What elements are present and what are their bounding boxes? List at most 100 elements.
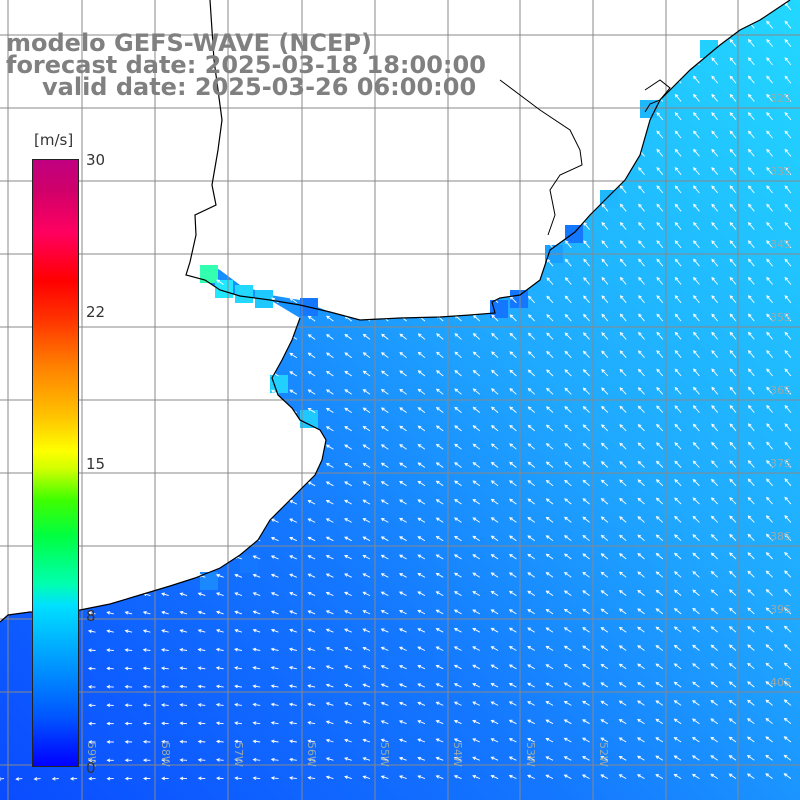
wind-arrow xyxy=(417,333,426,340)
wind-arrow xyxy=(399,352,407,359)
ocean-cell xyxy=(240,555,258,573)
wind-arrow xyxy=(435,701,444,706)
wind-arrow xyxy=(655,552,664,560)
wind-arrow xyxy=(325,426,334,432)
wind-arrow xyxy=(655,497,664,505)
wind-arrow xyxy=(747,295,755,304)
wind-arrow xyxy=(234,776,242,781)
wind-arrow xyxy=(766,258,773,267)
wind-arrow xyxy=(783,736,792,743)
wind-arrow xyxy=(619,460,627,468)
wind-arrow xyxy=(729,57,737,66)
wind-arrow xyxy=(747,441,755,450)
wind-arrow xyxy=(619,387,627,395)
wind-arrow xyxy=(618,645,627,651)
wind-arrow xyxy=(325,757,334,761)
wind-arrow xyxy=(638,295,645,304)
wind-arrow xyxy=(674,221,682,230)
wind-arrow xyxy=(88,758,96,763)
wind-arrow xyxy=(142,684,151,689)
wind-arrow xyxy=(674,258,682,267)
wind-arrow xyxy=(472,517,481,523)
wind-arrow xyxy=(637,534,645,542)
wind-arrow xyxy=(325,407,334,413)
wind-arrow xyxy=(106,666,114,671)
wind-arrow xyxy=(710,552,719,560)
wind-arrow xyxy=(563,645,572,651)
wind-arrow xyxy=(711,368,719,377)
wind-arrow xyxy=(179,739,188,744)
wind-arrow xyxy=(344,573,352,578)
wind-arrow xyxy=(252,684,261,689)
wind-arrow xyxy=(106,629,114,634)
wind-arrow xyxy=(307,518,316,523)
wind-arrow xyxy=(638,313,645,322)
wind-arrow xyxy=(472,756,480,761)
wind-arrow xyxy=(784,148,792,157)
wind-arrow xyxy=(106,776,114,781)
wind-arrow xyxy=(638,221,645,230)
wind-arrow xyxy=(693,93,700,102)
wind-arrow xyxy=(325,738,334,743)
wind-arrow xyxy=(472,572,481,578)
wind-arrow xyxy=(325,444,334,450)
wind-arrow xyxy=(307,647,316,652)
wind-arrow xyxy=(582,387,590,395)
wind-arrow xyxy=(729,148,737,157)
wind-arrow xyxy=(490,627,499,633)
wind-arrow xyxy=(399,370,407,377)
wind-arrow xyxy=(270,776,279,780)
wind-arrow xyxy=(527,774,535,780)
wind-arrow xyxy=(362,518,371,523)
wind-arrow xyxy=(289,739,297,744)
wind-arrow xyxy=(637,645,645,651)
wind-arrow xyxy=(693,295,700,304)
wind-arrow xyxy=(398,665,407,670)
wind-arrow xyxy=(197,758,206,762)
wind-arrow xyxy=(124,684,133,689)
wind-arrow xyxy=(746,755,755,761)
wind-arrow xyxy=(380,536,389,542)
wind-arrow xyxy=(215,647,224,652)
wind-arrow xyxy=(344,352,352,359)
wind-arrow xyxy=(637,553,645,560)
wind-arrow xyxy=(453,683,462,688)
wind-arrow xyxy=(747,681,755,688)
wind-arrow xyxy=(765,736,773,743)
wind-arrow xyxy=(546,295,554,304)
wind-arrow xyxy=(747,221,755,230)
wind-arrow xyxy=(601,387,609,395)
wind-arrow xyxy=(362,462,371,468)
wind-arrow xyxy=(674,331,682,340)
wind-arrow xyxy=(563,608,572,615)
wind-arrow xyxy=(380,407,389,413)
wind-arrow xyxy=(766,221,773,230)
coastline-argentina xyxy=(0,317,327,623)
wind-arrow xyxy=(399,536,407,542)
wind-arrow xyxy=(564,313,572,322)
wind-arrow xyxy=(729,423,737,432)
wind-arrow xyxy=(490,480,499,487)
wind-arrow xyxy=(508,682,517,688)
wind-arrow xyxy=(618,663,627,670)
wind-arrow xyxy=(270,702,279,707)
longitude-label: 57W xyxy=(232,742,245,767)
wind-arrow xyxy=(784,607,792,615)
wind-arrow xyxy=(638,203,645,212)
wind-arrow xyxy=(472,462,481,468)
wind-arrow xyxy=(582,645,590,651)
wind-arrow xyxy=(417,720,426,725)
wind-arrow xyxy=(161,666,169,671)
wind-arrow xyxy=(711,112,719,121)
wind-arrow xyxy=(289,371,298,377)
wind-arrow xyxy=(655,737,664,743)
wind-arrow xyxy=(637,682,645,688)
wind-arrow xyxy=(765,718,773,725)
wind-arrow xyxy=(545,498,554,505)
wind-arrow xyxy=(655,645,664,651)
wind-arrow xyxy=(88,685,96,689)
wind-arrow xyxy=(563,572,572,578)
latitude-label: 38S xyxy=(770,530,791,543)
wind-arrow xyxy=(453,738,462,743)
